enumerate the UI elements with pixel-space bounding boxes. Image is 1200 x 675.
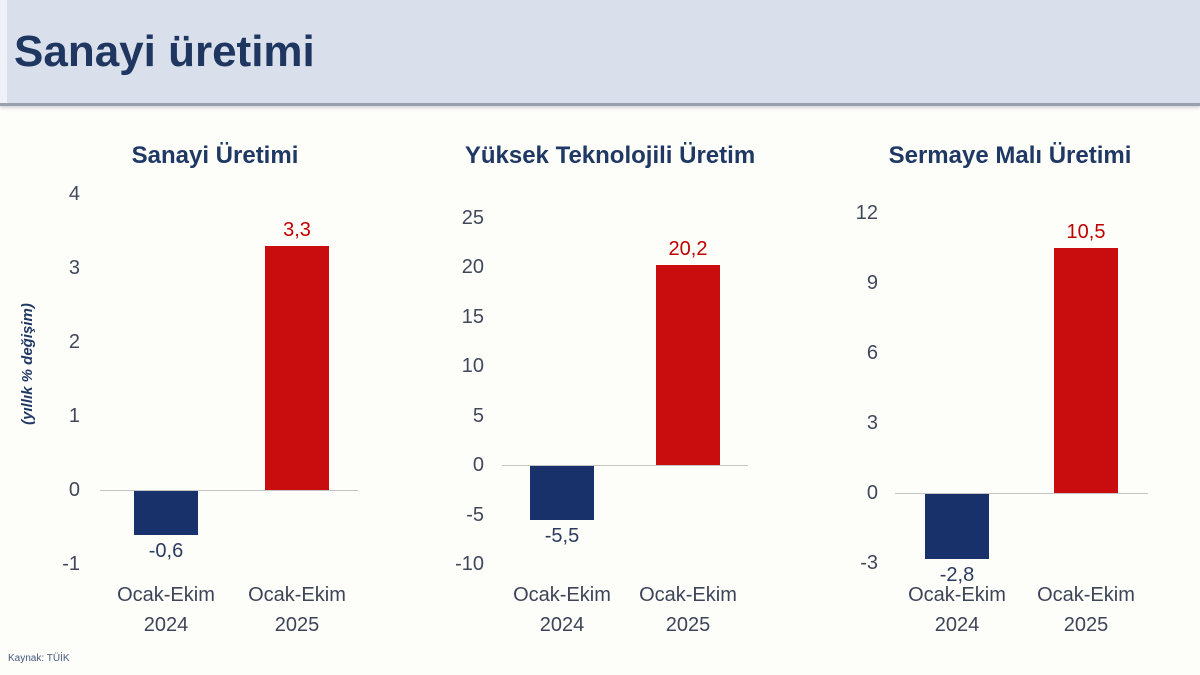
x-category-label: Ocak-Ekim 2025 <box>222 580 372 640</box>
y-tick-label: 0 <box>866 482 878 504</box>
x-category-line1: Ocak-Ekim <box>1037 584 1135 606</box>
slide-header: Sanayi üretimi <box>0 0 1200 106</box>
bar-ocak-ekim-2024 <box>925 494 989 560</box>
x-category-line2: 2024 <box>934 614 980 636</box>
y-axis-title: (yıllık % değişim) <box>19 303 36 425</box>
x-category-label: Ocak-Ekim 2024 <box>882 580 1032 640</box>
bar-value-label: -0,6 <box>148 540 184 563</box>
y-tick-label: 20 <box>461 256 484 278</box>
y-tick-label: -10 <box>455 553 484 575</box>
y-tick-label: 0 <box>472 454 484 476</box>
y-tick-label: 4 <box>68 183 80 205</box>
y-tick-label: 10 <box>461 355 484 377</box>
chart-title: Yüksek Teknolojili Üretim <box>464 142 756 169</box>
x-category-line2: 2025 <box>1063 614 1109 636</box>
chart-title: Sermaye Malı Üretimi <box>888 142 1132 169</box>
y-tick-label: 6 <box>866 342 878 365</box>
x-category-label: Ocak-Ekim 2024 <box>487 580 637 640</box>
y-tick-label: 15 <box>461 305 484 328</box>
y-tick-label: 9 <box>866 272 878 295</box>
x-category-line2: 2024 <box>143 614 189 636</box>
x-category-line1: Ocak-Ekim <box>248 584 346 606</box>
bar-ocak-ekim-2024 <box>530 466 594 521</box>
y-tick-label: 25 <box>461 206 484 229</box>
y-tick-label: -5 <box>466 503 484 526</box>
bar-ocak-ekim-2025 <box>265 245 329 490</box>
bar-ocak-ekim-2024 <box>134 491 198 536</box>
x-category-line2: 2025 <box>665 614 711 636</box>
x-category-line1: Ocak-Ekim <box>117 584 215 606</box>
x-category-line1: Ocak-Ekim <box>513 584 611 606</box>
y-tick-label: 3 <box>68 257 80 279</box>
source-note: Kaynak: TÜİK <box>8 653 70 664</box>
y-tick-label: 0 <box>68 479 80 501</box>
page-title: Sanayi üretimi <box>14 26 315 76</box>
chart-title: Sanayi Üretimi <box>131 142 299 169</box>
x-category-line2: 2024 <box>539 614 585 636</box>
x-category-line1: Ocak-Ekim <box>639 584 737 606</box>
y-tick-label: -3 <box>860 551 878 574</box>
x-axis-line <box>100 490 358 491</box>
bar-value-label: -5,5 <box>544 525 580 548</box>
x-category-label: Ocak-Ekim 2024 <box>91 580 241 640</box>
y-tick-label: 3 <box>866 412 878 435</box>
x-axis-line <box>895 493 1148 494</box>
bar-ocak-ekim-2025 <box>1054 248 1118 493</box>
y-tick-label: 12 <box>855 202 878 225</box>
bar-ocak-ekim-2025 <box>656 265 720 465</box>
bar-value-label: 10,5 <box>1066 221 1106 244</box>
y-tick-label: 5 <box>472 404 484 427</box>
bar-value-label: 20,2 <box>668 238 708 261</box>
x-category-label: Ocak-Ekim 2025 <box>1011 580 1161 640</box>
x-category-line1: Ocak-Ekim <box>908 584 1006 606</box>
x-category-line2: 2025 <box>274 614 320 636</box>
y-tick-label: -1 <box>62 553 80 575</box>
bar-value-label: 3,3 <box>283 218 311 241</box>
x-category-label: Ocak-Ekim 2025 <box>613 580 763 640</box>
x-axis-line <box>502 465 748 466</box>
bar-value-label: -2,8 <box>939 564 975 587</box>
